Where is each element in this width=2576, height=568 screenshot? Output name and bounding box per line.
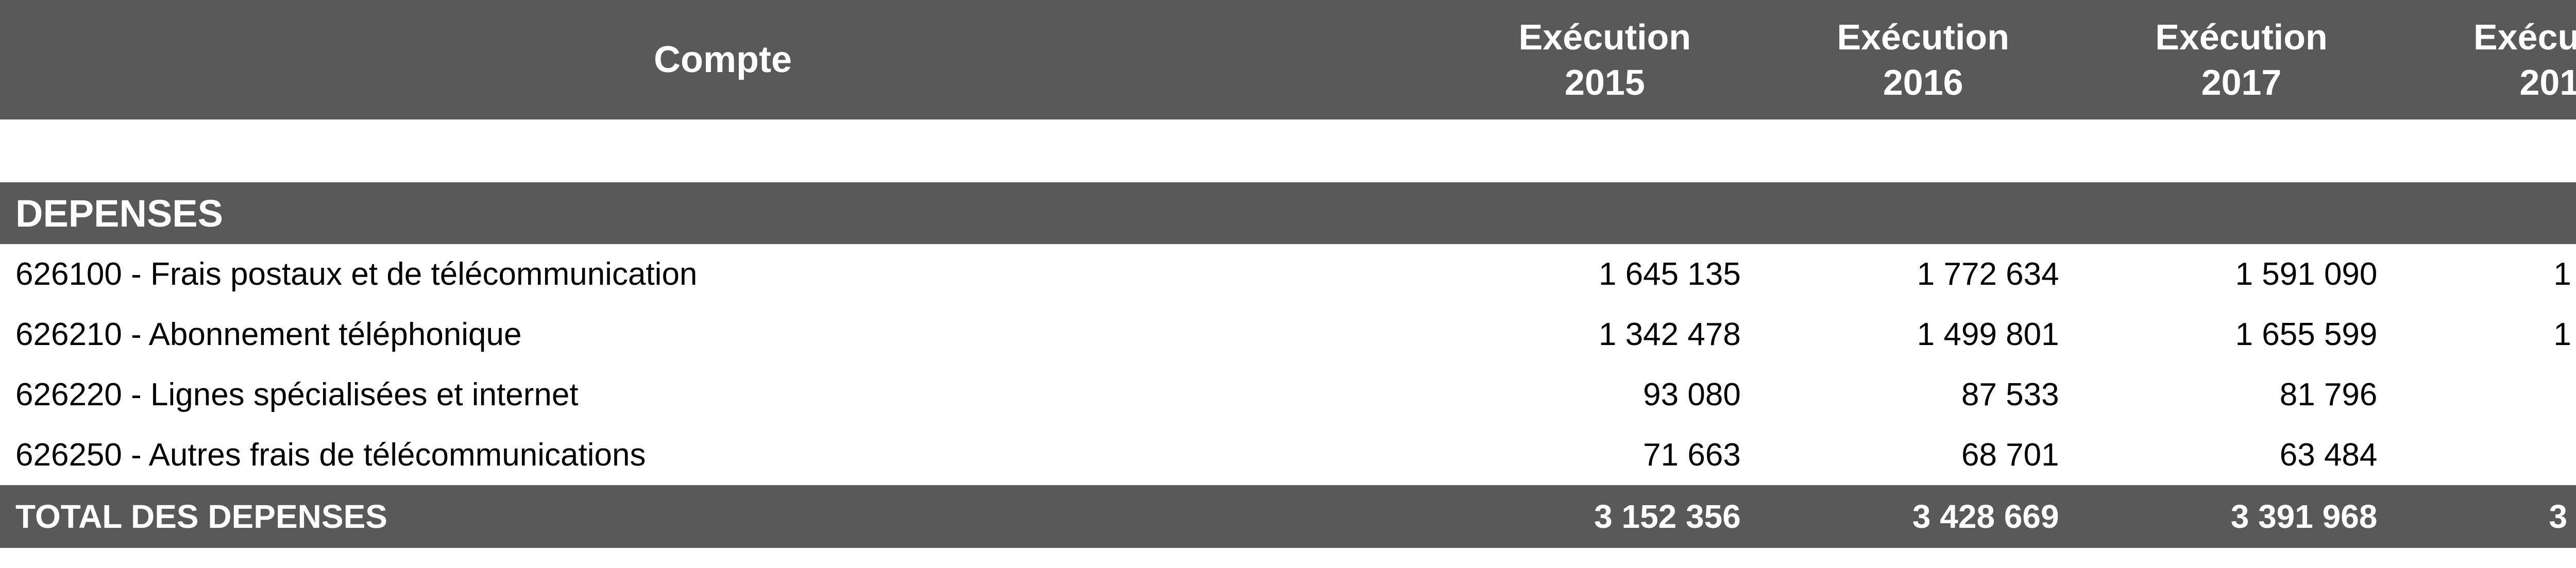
value-2016: 87 533 (1961, 377, 2059, 412)
value-2016: 1 772 634 (1917, 256, 2059, 292)
header-line-execution: Exécution (1837, 17, 2009, 57)
column-header-execution-2015: Exécution 2015 (1446, 0, 1764, 119)
bottom-whitespace (0, 548, 2576, 568)
total-2017: 3 391 968 (2230, 498, 2378, 535)
table-row: 626210 - Abonnement téléphonique 1 342 4… (0, 304, 2576, 365)
value-2018: 1 772 847 (2553, 256, 2576, 292)
value-2016: 68 701 (1961, 437, 2059, 473)
value-2017: 63 484 (2279, 437, 2378, 473)
table-row: 626100 - Frais postaux et de télécommuni… (0, 244, 2576, 304)
total-row: TOTAL DES DEPENSES 3 152 356 3 428 669 3… (0, 485, 2576, 548)
value-2015: 1 342 478 (1598, 317, 1741, 352)
value-2015: 93 080 (1643, 377, 1741, 412)
value-2015: 71 663 (1643, 437, 1741, 473)
column-header-compte: Compte (654, 39, 792, 80)
total-label: TOTAL DES DEPENSES (15, 498, 387, 535)
column-header-execution-2016: Exécution 2016 (1764, 0, 2082, 119)
value-2018: 67 334 (2400, 425, 2576, 485)
header-line-year: 2017 (2201, 62, 2282, 102)
header-line-execution: Exécution (1518, 17, 1691, 57)
section-header-depenses: DEPENSES (0, 182, 2576, 244)
account-label: 626220 - Lignes spécialisées et internet (15, 377, 579, 412)
account-label: 626210 - Abonnement téléphonique (15, 317, 522, 352)
header-line-execution: Exécution (2155, 17, 2328, 57)
account-label: 626250 - Autres frais de télécommunicati… (15, 437, 646, 473)
table-row: 626220 - Lignes spécialisées et internet… (0, 365, 2576, 425)
value-2017: 81 796 (2279, 377, 2378, 412)
total-2015: 3 152 356 (1594, 498, 1741, 535)
value-2016: 1 499 801 (1917, 317, 2059, 352)
table-row: 626250 - Autres frais de télécommunicati… (0, 425, 2576, 485)
section-label: DEPENSES (15, 192, 224, 235)
value-2018: 85 771 (2400, 365, 2576, 425)
header-line-execution: Exécution (2473, 17, 2576, 57)
header-line-year: 2015 (1565, 62, 1645, 102)
header-line-year: 2018 (2519, 62, 2576, 102)
account-label: 626100 - Frais postaux et de télécommuni… (15, 256, 698, 292)
column-header-execution-2018: Exécution 2018 (2400, 0, 2576, 119)
total-2016: 3 428 669 (1912, 498, 2059, 535)
total-2018: 3 295 220 (2549, 498, 2576, 535)
table-header-row: Compte Exécution 2015 Exécution 2016 Exé… (0, 0, 2576, 119)
spacer-row (0, 119, 2576, 182)
value-2015: 1 645 135 (1598, 256, 1741, 292)
value-2018: 1 369 268 (2553, 317, 2576, 352)
header-line-year: 2016 (1883, 62, 1963, 102)
value-2017: 1 655 599 (2235, 317, 2378, 352)
column-header-execution-2017: Exécution 2017 (2082, 0, 2401, 119)
value-2017: 1 591 090 (2235, 256, 2378, 292)
